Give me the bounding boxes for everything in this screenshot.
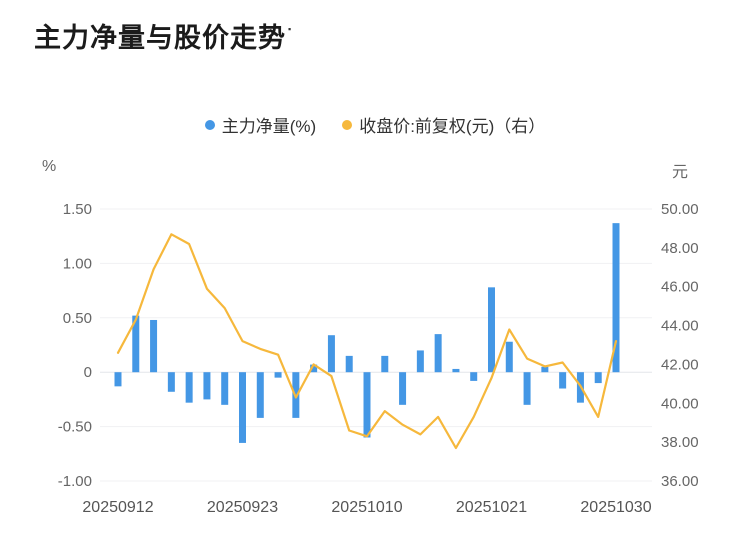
svg-text:-0.50: -0.50	[58, 419, 92, 436]
svg-text:20250923: 20250923	[207, 499, 278, 516]
svg-text:0.50: 0.50	[63, 310, 92, 327]
net-volume-bars	[114, 223, 620, 443]
svg-text:42.00: 42.00	[661, 356, 699, 373]
svg-text:48.00: 48.00	[661, 240, 699, 257]
legend-item-1[interactable]: 收盘价:前复权(元)（右）	[342, 112, 545, 137]
svg-text:-1.00: -1.00	[58, 473, 92, 490]
title-info-icon: ▪	[288, 24, 292, 34]
left-axis-ticks: 1.50 1.00 0.50 0 -0.50 -1.00	[58, 201, 92, 490]
svg-text:1.50: 1.50	[63, 201, 92, 218]
left-axis-unit-label: %	[42, 158, 57, 175]
svg-text:20251010: 20251010	[331, 499, 402, 516]
svg-text:36.00: 36.00	[661, 473, 699, 490]
legend-item-0[interactable]: 主力净量(%)	[204, 112, 317, 137]
svg-text:1.00: 1.00	[63, 255, 92, 272]
legend-dot-icon	[342, 119, 353, 130]
svg-text:40.00: 40.00	[661, 395, 699, 412]
svg-text:20250912: 20250912	[82, 499, 153, 516]
svg-text:46.00: 46.00	[661, 279, 699, 296]
x-axis-ticks: 20250912 20250923 20251010 20251021 20251030	[82, 499, 651, 516]
right-axis-unit-label: 元	[672, 164, 689, 181]
svg-text:20251030: 20251030	[580, 499, 651, 516]
svg-text:0: 0	[84, 364, 92, 381]
gridlines	[100, 208, 652, 482]
svg-text:50.00: 50.00	[661, 201, 699, 218]
right-axis-ticks: 50.00 48.00 46.00 44.00 42.00 40.00 38.00 36.00	[661, 201, 699, 490]
legend-label: 主力净量(%)	[221, 117, 317, 136]
page-title: 主力净量与股价走势	[34, 23, 286, 53]
legend-dot-icon	[204, 119, 215, 130]
price-line	[116, 233, 618, 450]
legend-label: 收盘价:前复权(元)（右）	[359, 117, 546, 136]
svg-text:38.00: 38.00	[661, 434, 699, 451]
svg-text:44.00: 44.00	[661, 318, 699, 335]
chart-legend: 主力净量(%) 收盘价:前复权(元)（右）	[0, 112, 750, 137]
svg-text:20251021: 20251021	[456, 499, 527, 516]
title-row: 主力净量与股价走势 ▪	[34, 22, 291, 54]
